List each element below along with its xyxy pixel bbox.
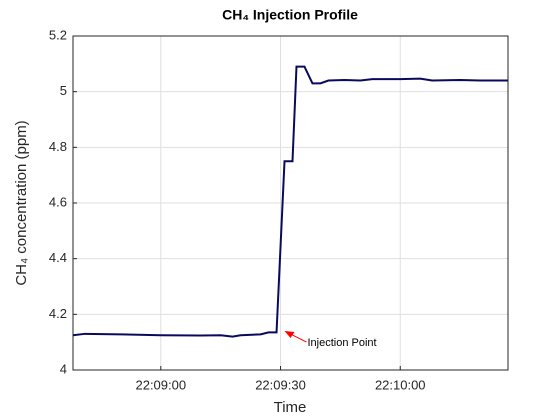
- y-tick-label: 5: [60, 83, 67, 98]
- x-tick-label: 22:09:00: [135, 377, 186, 392]
- chart-title: CH₄ Injection Profile: [222, 7, 358, 23]
- x-tick-label: 22:10:00: [375, 377, 426, 392]
- y-tick-label: 4.8: [49, 139, 67, 154]
- y-tick-label: 4.2: [49, 306, 67, 321]
- y-tick-label: 4.4: [49, 250, 67, 265]
- annotation-arrow: [290, 333, 307, 343]
- y-tick-label: 5.2: [49, 27, 67, 42]
- x-tick-label: 22:09:30: [255, 377, 306, 392]
- y-tick-label: 4: [60, 361, 67, 376]
- plot-frame: [72, 35, 509, 371]
- annotation: Injection Point: [308, 337, 377, 349]
- y-axis-label: CH₄ concentration (ppm): [13, 120, 30, 285]
- annotation-arrowhead: [284, 331, 295, 339]
- y-tick-label: 4.6: [49, 194, 67, 209]
- data-line: [72, 65, 508, 338]
- x-axis-label: Time: [274, 399, 307, 416]
